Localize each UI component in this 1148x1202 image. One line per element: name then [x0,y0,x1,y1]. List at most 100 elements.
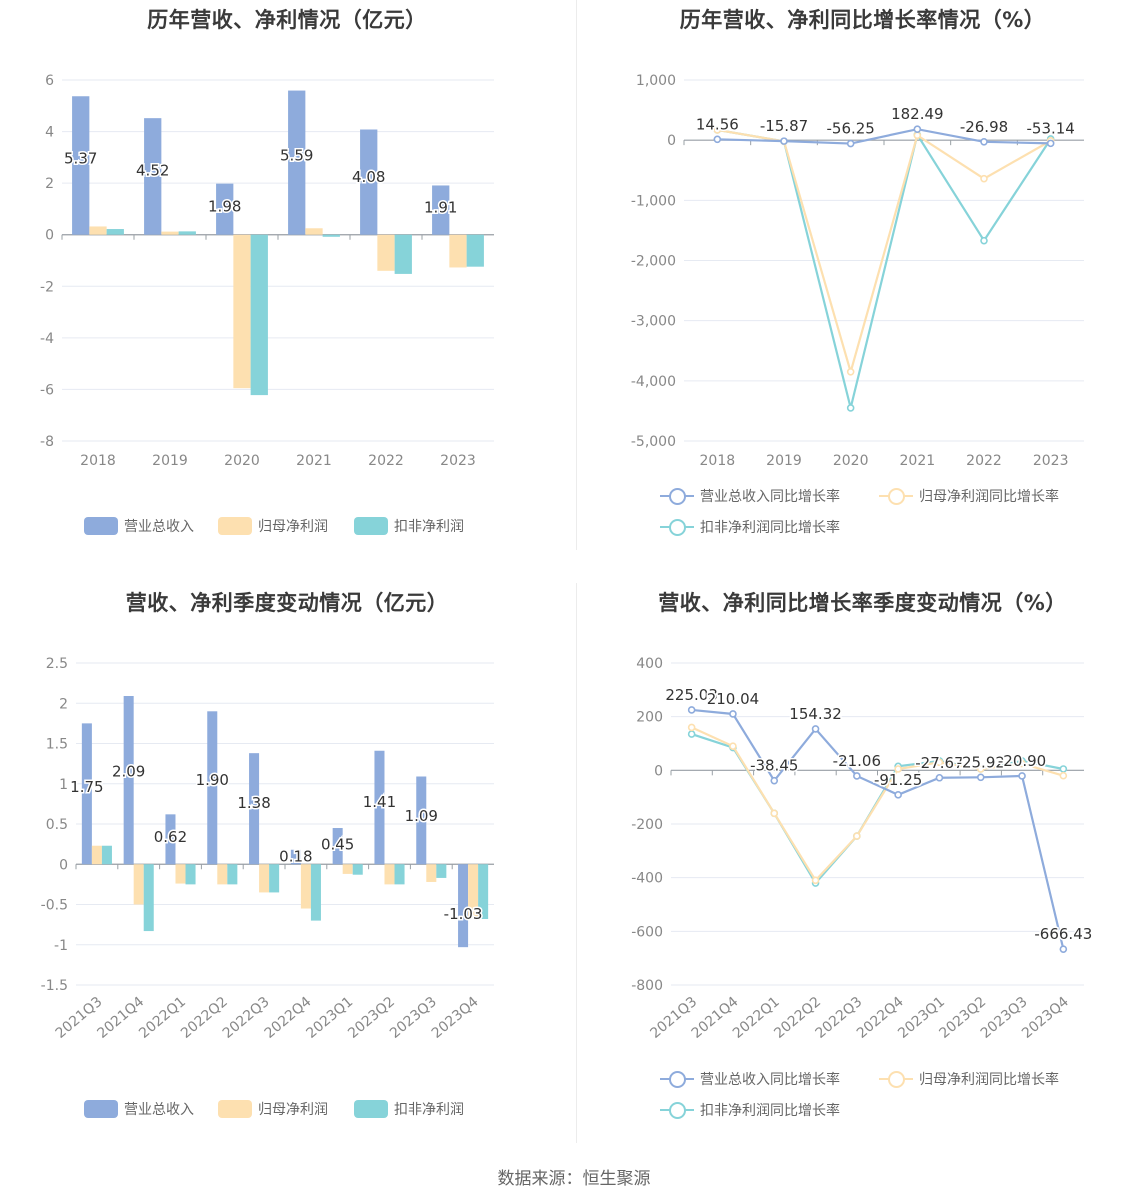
bar [300,864,311,909]
x-tick-label: 2023Q4 [1019,994,1072,1042]
data-point [980,236,988,245]
x-tick-label: 2023 [440,453,476,469]
y-tick-label: 2 [45,176,54,192]
legend-item-deducted-profit[interactable]: 扣非净利润 [354,1099,464,1119]
data-point [687,723,696,732]
data-point [811,876,820,885]
bar [161,231,179,235]
chart-title: 营收、净利季度变动情况（亿元） [125,591,449,615]
data-label: 14.56 [696,115,739,133]
bar [322,234,340,237]
data-label: 1.09 [405,807,438,825]
bar [178,231,196,235]
data-point [687,706,696,714]
bar [269,864,280,893]
data-label: 4.08 [352,168,385,186]
data-point [713,126,722,134]
data-label: 225.03 [665,686,718,704]
bar [466,234,484,267]
data-label: -27.67 [915,754,963,772]
y-tick-label: -1.5 [41,978,68,994]
data-point [713,135,722,144]
x-tick-label: 2018 [700,453,736,469]
data-label: 2.09 [112,763,145,781]
y-tick-label: -600 [631,924,663,940]
bar [233,234,251,389]
y-tick-label: 2.5 [46,656,68,672]
data-label: 1.75 [70,778,103,796]
bar [89,226,107,235]
legend-item-revenue[interactable]: 营业总收入 [84,516,194,536]
data-point [913,125,922,133]
x-tick-label: 2020 [833,453,869,469]
y-tick-label: -2,000 [631,254,676,270]
data-label: -15.87 [760,117,808,135]
y-tick-label: -4 [40,331,54,347]
data-label: 1.91 [424,199,457,217]
legend-item-deducted-profit-growth[interactable]: 扣非净利润同比增长率 [660,517,840,537]
x-tick-label: 2020 [224,453,260,469]
data-point [1059,765,1068,773]
data-label: -91.25 [874,771,922,789]
data-point [687,730,696,738]
y-tick-label: 2 [59,696,68,712]
data-label: 210.04 [707,690,760,708]
chart-title: 历年营收、净利同比增长率情况（%） [679,8,1046,32]
data-label: 1.38 [237,794,270,812]
data-point [894,791,902,799]
y-tick-label: -200 [631,817,663,833]
data-label: 0.62 [154,828,187,846]
data-label: -38.45 [750,757,798,775]
legend-item-parent-profit-growth[interactable]: 归母净利润同比增长率 [879,486,1059,506]
legend-item-deducted-profit[interactable]: 扣非净利润 [354,516,464,536]
y-tick-label: 0.5 [46,817,68,833]
y-tick-label: 200 [636,710,663,726]
bar [449,234,467,268]
data-point [935,758,944,767]
y-tick-label: -5,000 [631,434,676,450]
data-label: 1.90 [196,771,229,789]
y-tick-label: 0 [667,133,676,149]
data-label: -666.43 [1034,925,1092,943]
legend-item-parent-profit[interactable]: 归母净利润 [218,516,328,536]
bar [458,864,469,948]
legend-item-revenue[interactable]: 营业总收入 [84,1099,194,1119]
data-label: 4.52 [136,162,169,180]
bar [101,845,112,865]
data-point [811,725,820,733]
bar [250,234,268,396]
bar [216,183,234,235]
data-label: 182.49 [891,105,944,123]
legend-item-parent-profit-growth[interactable]: 归母净利润同比增长率 [879,1069,1059,1089]
data-label: 0.18 [279,847,312,865]
legend-item-revenue-growth[interactable]: 营业总收入同比增长率 [660,1069,840,1089]
data-point [913,131,922,140]
vertical-divider-top [576,0,577,550]
bar [249,753,260,865]
bar [332,828,343,865]
data-point [729,710,737,718]
bar [310,864,321,921]
legend-item-parent-profit[interactable]: 归母净利润 [218,1099,328,1119]
data-point [780,137,788,145]
data-point [1018,772,1026,780]
legend-item-revenue-growth[interactable]: 营业总收入同比增长率 [660,486,840,506]
y-tick-label: -3,000 [631,314,676,330]
bar [259,864,270,893]
x-tick-label: 2018 [80,453,116,469]
bar [227,864,238,885]
data-point [976,773,985,782]
y-tick-label: 4 [45,125,54,141]
bar [394,864,405,885]
bar [81,723,92,865]
data-point [770,776,779,785]
bar [133,864,144,905]
legend: 营业总收入 归母净利润 扣非净利润 [0,516,574,546]
data-point [980,137,988,146]
y-tick-label: -1,000 [631,193,676,209]
quarterly-growth-chart: 4002000-200-400-600-8002021Q32021Q42022Q… [631,656,1094,1042]
x-tick-label: 2021 [900,453,936,469]
data-label: 5.37 [64,150,97,168]
data-point [846,368,855,376]
legend-item-deducted-profit-growth[interactable]: 扣非净利润同比增长率 [660,1100,840,1120]
